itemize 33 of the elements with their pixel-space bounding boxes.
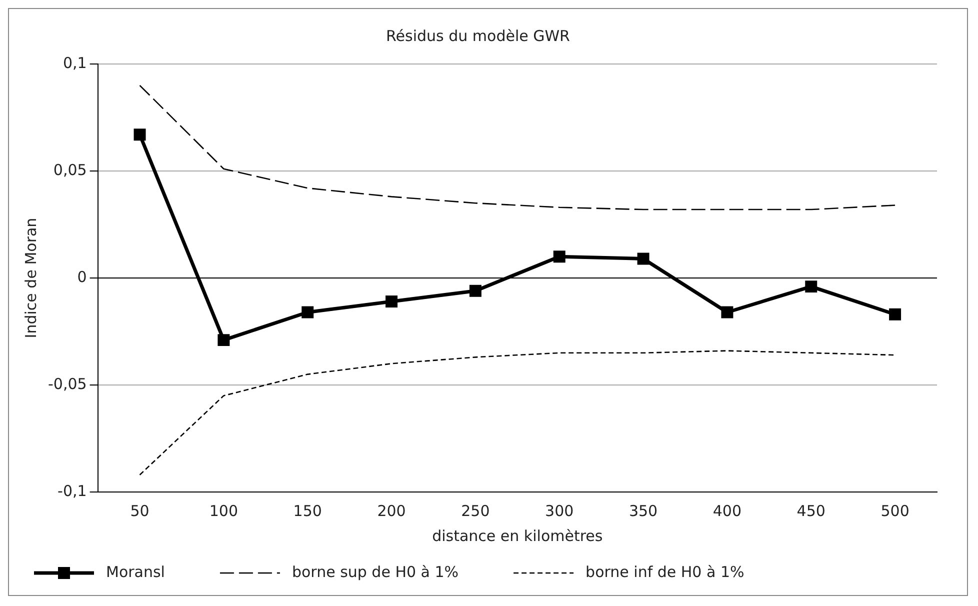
x-tick-label: 300 [545,502,574,520]
x-tick-label: 500 [880,502,910,520]
point [469,284,482,297]
y-tick-label: -0,05 [48,374,87,393]
line-series [139,84,896,210]
point [218,334,230,346]
point [386,296,398,308]
point [134,128,146,141]
x-tick-label: 200 [377,502,406,520]
point [637,252,650,265]
x-axis-title: distance en kilomètres [432,526,603,545]
point [805,280,818,293]
line-series [139,350,896,476]
x-tick-label: 100 [209,502,238,520]
y-tick-label: 0,1 [62,54,87,72]
y-tick-label: 0,05 [53,160,87,179]
point [553,250,566,263]
legend-label: Moransl [106,562,165,581]
legend-label: borne sup de H0 à 1% [292,562,459,581]
x-tick-label: 50 [130,502,150,520]
x-tick-label: 450 [796,502,826,520]
chart-title: Résidus du modèle GWR [386,26,570,45]
x-tick-label: 150 [293,502,322,520]
y-axis-title: Indice de Moran [22,218,40,338]
x-tick-label: 350 [628,502,658,520]
x-tick-label: 250 [461,502,490,520]
point [302,306,314,318]
legend-label: borne inf de H0 à 1% [586,562,744,581]
point [889,308,902,320]
x-tick-label: 400 [712,502,742,520]
y-tick-label: -0,1 [58,482,87,500]
y-tick-label: 0 [77,268,87,286]
point [721,306,734,318]
